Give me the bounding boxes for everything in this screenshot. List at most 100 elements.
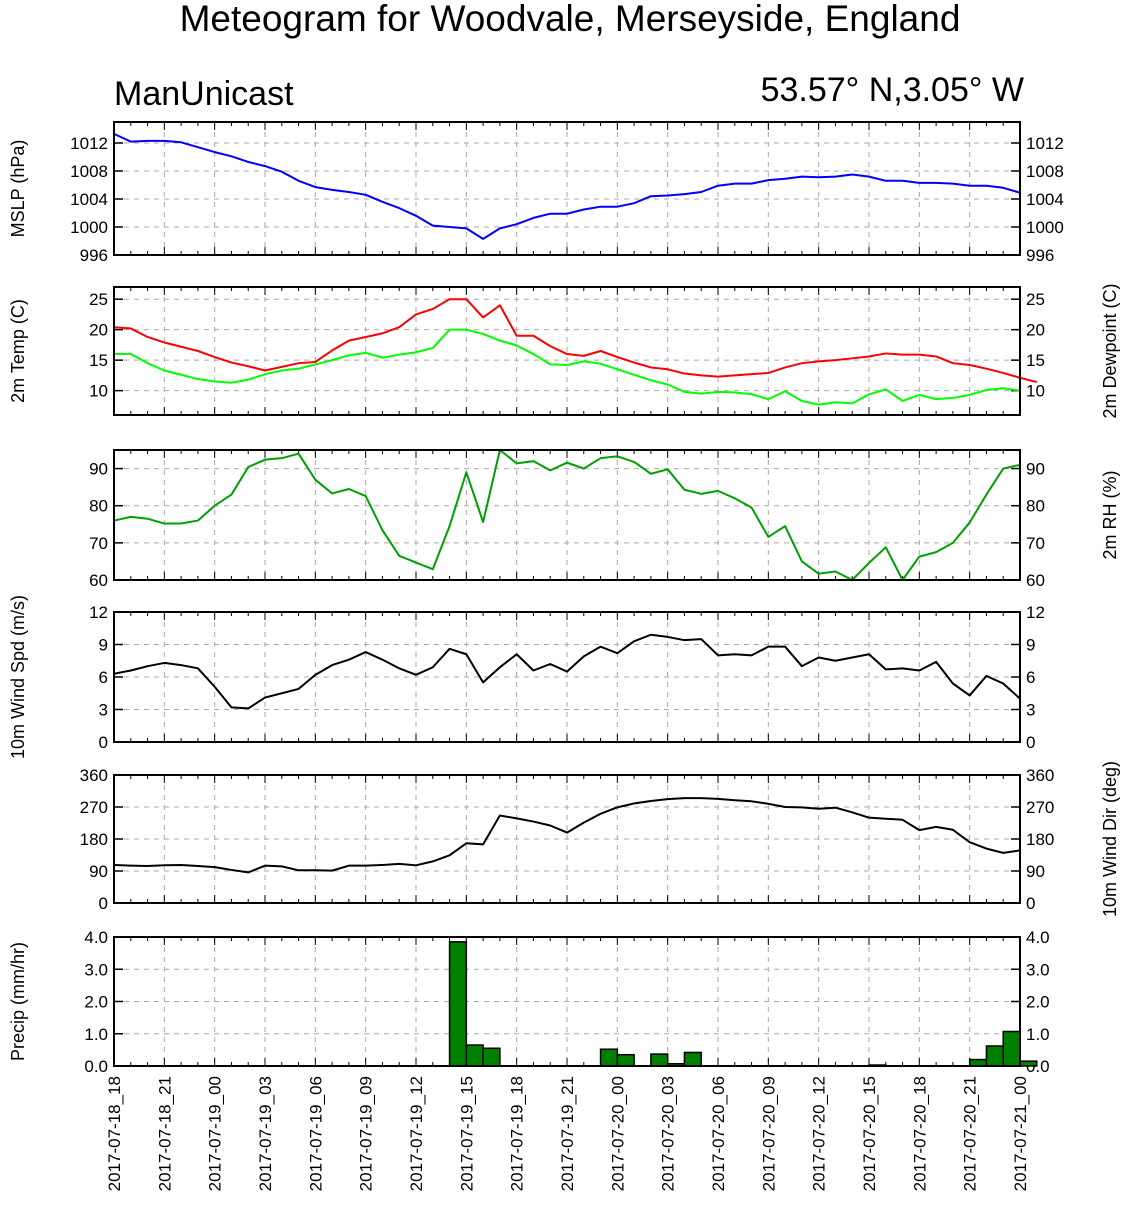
x-time-label: 2017-07-19_03 <box>256 1076 275 1191</box>
y-tick-label-left: 0 <box>99 733 108 752</box>
x-time-label: 2017-07-20_21 <box>961 1076 980 1191</box>
y-tick-label-right: 20 <box>1026 321 1045 340</box>
precip-bar <box>1019 1060 1038 1067</box>
y-tick-label-left: 70 <box>89 534 108 553</box>
panel-frame <box>113 936 1021 1067</box>
y-tick-label-left: 4.0 <box>84 928 108 947</box>
series-line <box>113 633 1021 710</box>
precip-bar <box>599 1048 619 1067</box>
x-time-label: 2017-07-20_00 <box>608 1076 627 1191</box>
series-line <box>113 449 1021 581</box>
y-tick-label-right: 15 <box>1026 351 1045 370</box>
panel-frame <box>113 121 1021 256</box>
y-tick-label-left: 1008 <box>70 162 108 181</box>
y-tick-label-left: 80 <box>89 497 108 516</box>
x-time-label: 2017-07-19_18 <box>508 1076 527 1191</box>
y-axis-label-left: 2m Temp (C) <box>8 299 28 403</box>
y-tick-label-left: 3.0 <box>84 960 108 979</box>
x-time-label: 2017-07-20_09 <box>759 1076 778 1191</box>
model-name: ManUnicast <box>114 75 294 113</box>
y-tick-label-right: 996 <box>1026 246 1054 265</box>
precip-bar <box>683 1051 702 1067</box>
y-tick-label-left: 3 <box>99 701 108 720</box>
y-tick-label-left: 1.0 <box>84 1025 108 1044</box>
y-axis-label-left: 10m Wind Spd (m/s) <box>8 595 28 759</box>
location-coordinates: 53.57° N,3.05° W <box>760 71 1024 109</box>
y-axis-label-left: Precip (mm/hr) <box>8 942 28 1061</box>
y-tick-label-right: 90 <box>1026 862 1045 881</box>
x-time-label: 2017-07-19_21 <box>558 1076 577 1191</box>
y-tick-label-left: 1004 <box>70 190 108 209</box>
y-axis-label-right: 2m Dewpoint (C) <box>1100 283 1120 418</box>
series-line <box>113 797 1021 874</box>
x-time-label: 2017-07-20_15 <box>860 1076 879 1191</box>
y-tick-label-right: 360 <box>1026 766 1054 785</box>
x-time-label: 2017-07-20_06 <box>709 1076 728 1191</box>
y-tick-label-right: 9 <box>1026 636 1035 655</box>
panel-frame <box>113 286 1021 416</box>
x-time-label: 2017-07-18_21 <box>155 1076 174 1191</box>
y-axis-label-left: MSLP (hPa) <box>8 140 28 238</box>
y-tick-label-right: 80 <box>1026 497 1045 516</box>
x-time-label: 2017-07-18_18 <box>105 1076 124 1191</box>
panel-frame <box>113 449 1021 581</box>
y-tick-label-left: 996 <box>80 246 108 265</box>
x-time-label: 2017-07-20_03 <box>659 1076 678 1191</box>
y-tick-label-right: 1.0 <box>1026 1025 1050 1044</box>
y-tick-label-right: 3 <box>1026 701 1035 720</box>
y-tick-label-left: 12 <box>89 603 108 622</box>
y-tick-label-left: 0.0 <box>84 1057 108 1076</box>
precip-bar <box>482 1047 501 1067</box>
y-tick-label-left: 15 <box>89 351 108 370</box>
y-tick-label-right: 60 <box>1026 571 1045 590</box>
y-tick-label-right: 25 <box>1026 290 1045 309</box>
y-tick-label-left: 20 <box>89 321 108 340</box>
y-tick-label-right: 0 <box>1026 733 1035 752</box>
y-tick-label-left: 6 <box>99 668 108 687</box>
x-time-label: 2017-07-19_15 <box>457 1076 476 1191</box>
precip-bar <box>985 1045 1004 1067</box>
y-axis-label-right: 2m RH (%) <box>1100 471 1120 560</box>
x-time-label: 2017-07-20_18 <box>910 1076 929 1191</box>
y-tick-label-right: 1012 <box>1026 134 1064 153</box>
y-tick-label-left: 90 <box>89 862 108 881</box>
precip-bar <box>616 1053 635 1067</box>
x-time-label: 2017-07-20_12 <box>810 1076 829 1191</box>
y-tick-label-right: 3.0 <box>1026 960 1050 979</box>
y-tick-label-right: 4.0 <box>1026 928 1050 947</box>
precip-bar <box>448 941 468 1067</box>
y-tick-label-left: 90 <box>89 460 108 479</box>
precip-bar <box>1002 1030 1021 1067</box>
precip-bar <box>465 1044 484 1067</box>
x-time-label: 2017-07-21_00 <box>1011 1076 1030 1191</box>
panel-frame <box>113 774 1021 904</box>
y-tick-label-left: 10 <box>89 382 108 401</box>
y-tick-label-left: 1012 <box>70 134 108 153</box>
y-tick-label-right: 12 <box>1026 603 1045 622</box>
y-tick-label-right: 270 <box>1026 798 1054 817</box>
y-tick-label-left: 270 <box>80 798 108 817</box>
chart-title: Meteogram for Woodvale, Merseyside, Engl… <box>179 0 961 39</box>
y-tick-label-right: 90 <box>1026 460 1045 479</box>
y-tick-label-right: 180 <box>1026 830 1054 849</box>
y-tick-label-right: 1004 <box>1026 190 1064 209</box>
x-time-label: 2017-07-19_09 <box>357 1076 376 1191</box>
x-time-label: 2017-07-19_12 <box>407 1076 426 1191</box>
y-axis-label-right: 10m Wind Dir (deg) <box>1100 761 1120 917</box>
y-tick-label-right: 2.0 <box>1026 993 1050 1012</box>
y-tick-label-left: 9 <box>99 636 108 655</box>
y-tick-label-right: 0 <box>1026 894 1035 913</box>
series-line <box>113 132 1021 240</box>
y-tick-label-left: 0 <box>99 894 108 913</box>
y-tick-label-left: 2.0 <box>84 993 108 1012</box>
y-tick-label-right: 10 <box>1026 382 1045 401</box>
x-time-label: 2017-07-19_06 <box>306 1076 325 1191</box>
y-tick-label-left: 180 <box>80 830 108 849</box>
y-tick-label-right: 6 <box>1026 668 1035 687</box>
y-tick-label-left: 25 <box>89 290 108 309</box>
series-line <box>113 298 1038 384</box>
series-line <box>114 328 1021 406</box>
y-tick-label-left: 360 <box>80 766 108 785</box>
panel-frame <box>113 611 1021 743</box>
